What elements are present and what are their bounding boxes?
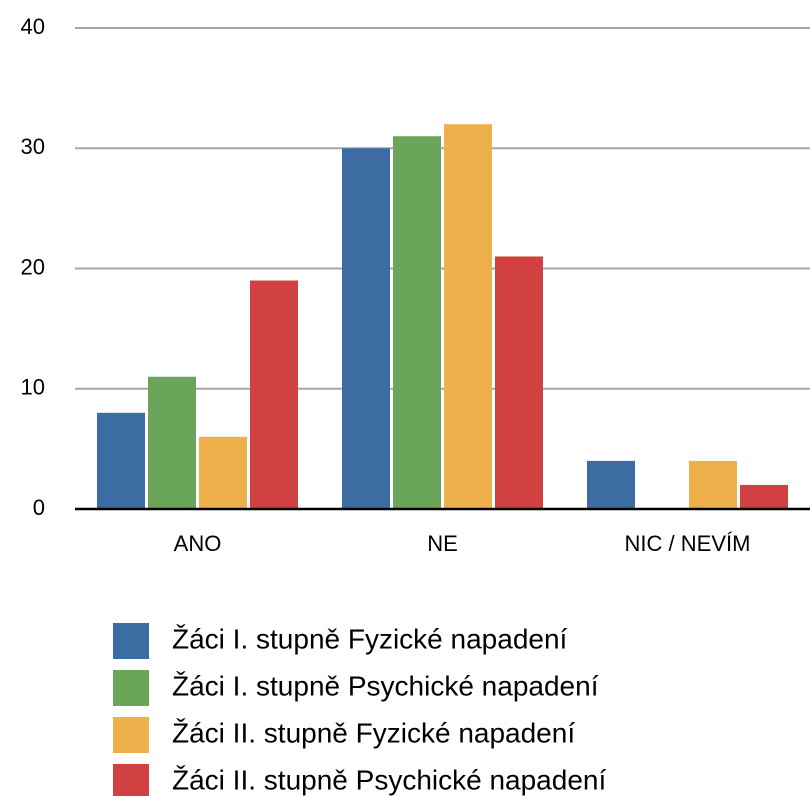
legend-swatch [113, 623, 149, 659]
x-tick-label: NIC / NEVÍM [625, 531, 751, 556]
y-tick-label: 10 [21, 375, 45, 400]
legend-label: Žáci I. stupně Fyzické napadení [172, 623, 568, 654]
legend-label: Žáci II. stupně Fyzické napadení [172, 717, 575, 748]
bar [199, 436, 247, 509]
y-tick-label: 30 [21, 134, 45, 159]
x-tick-label: ANO [174, 531, 222, 556]
legend-swatch [113, 717, 149, 753]
bar [148, 376, 196, 509]
bar [393, 136, 441, 509]
y-tick-label: 0 [33, 495, 45, 520]
legend-label: Žáci II. stupně Psychické napadení [172, 764, 606, 795]
bar [740, 484, 788, 509]
legend-label: Žáci I. stupně Psychické napadení [172, 670, 599, 701]
bar [495, 256, 543, 509]
x-tick-label: NE [427, 531, 458, 556]
y-tick-label: 40 [21, 14, 45, 39]
legend-swatch [113, 670, 149, 706]
bar [587, 460, 635, 509]
bar [342, 148, 390, 509]
legend-swatch [113, 764, 149, 796]
bar [250, 280, 298, 509]
y-tick-label: 20 [21, 254, 45, 279]
bar [444, 124, 492, 509]
bar [97, 412, 145, 509]
bar [689, 460, 737, 509]
